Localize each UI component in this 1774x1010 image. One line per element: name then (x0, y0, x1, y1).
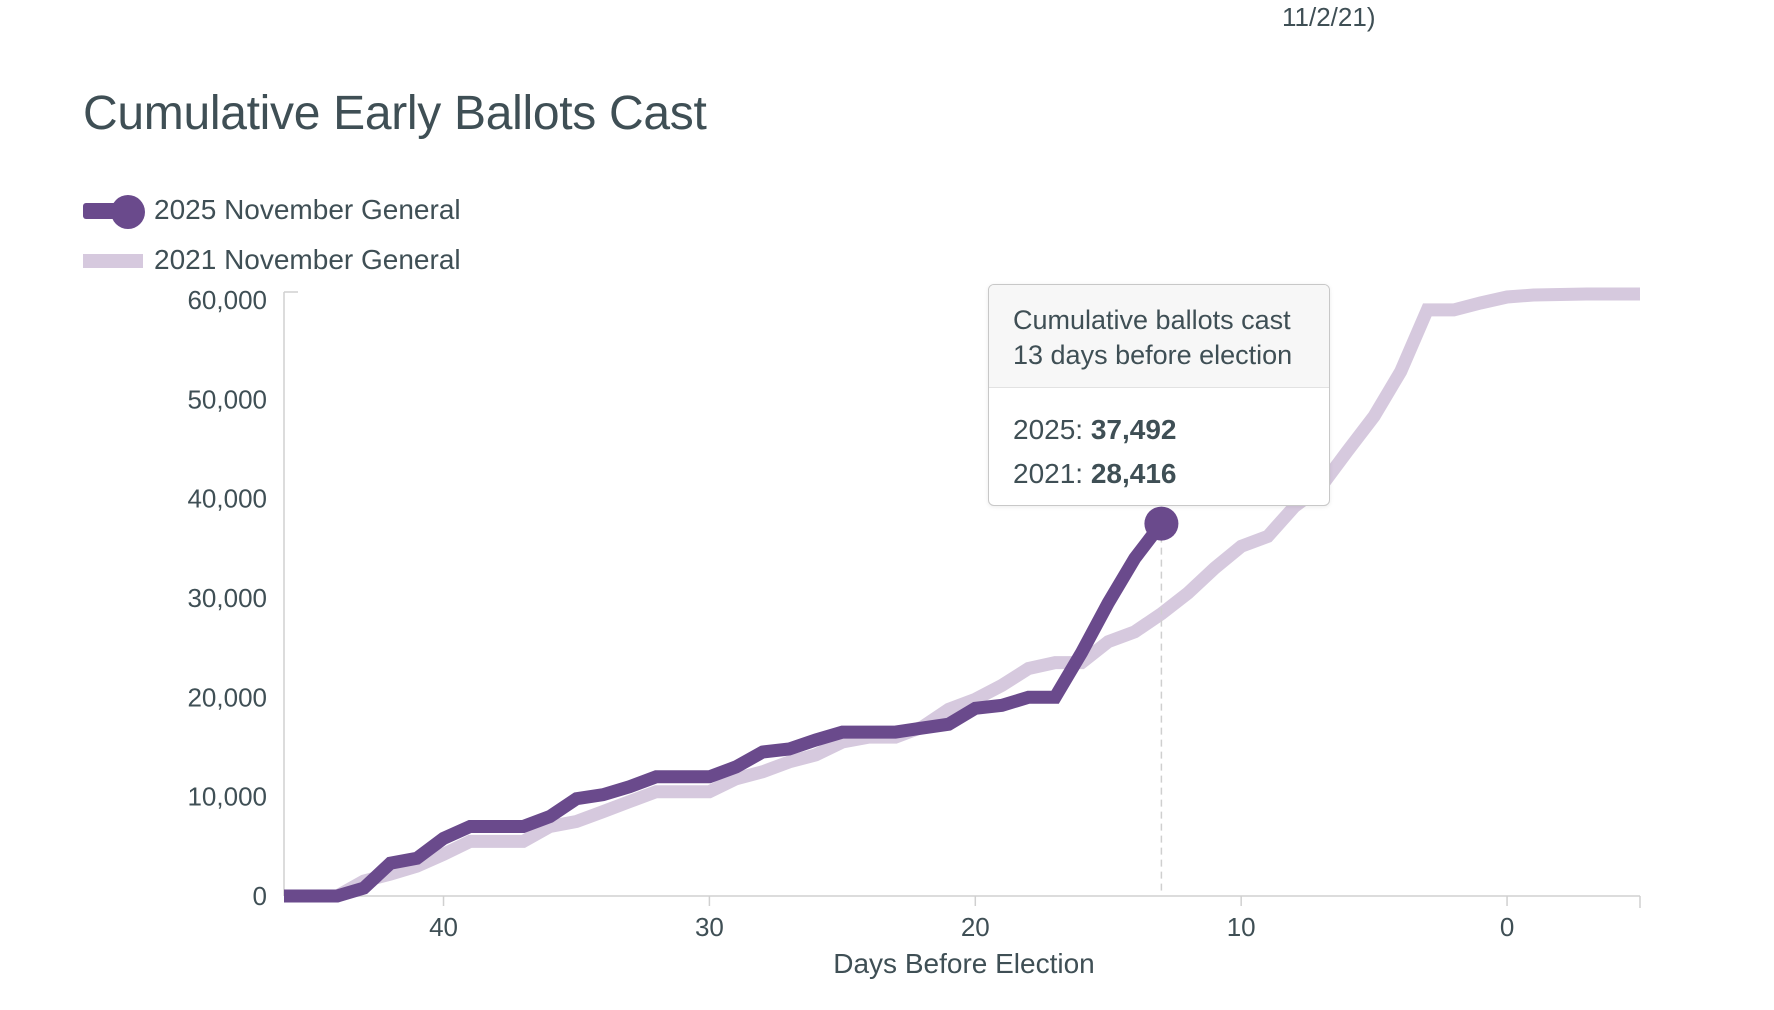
legend-swatch-2021 (83, 254, 143, 268)
legend-label-2025: 2025 November General (154, 194, 461, 225)
tooltip-row-2025: 2025: 37,492 (1013, 408, 1305, 452)
y-tick-label: 0 (253, 881, 267, 911)
chart-tooltip: Cumulative ballots cast 13 days before e… (988, 284, 1330, 506)
tooltip-header-line2: 13 days before election (1013, 340, 1293, 370)
x-axis-title: Days Before Election (833, 948, 1094, 979)
x-tick-label: 0 (1500, 912, 1514, 942)
y-tick-label: 30,000 (187, 583, 267, 613)
y-tick-label: 40,000 (187, 484, 267, 514)
tooltip-row-2021: 2021: 28,416 (1013, 452, 1305, 496)
legend-label-2021: 2021 November General (154, 244, 461, 275)
tooltip-value-2021: 28,416 (1090, 458, 1177, 489)
y-tick-label: 20,000 (187, 682, 267, 712)
chart-title: Cumulative Early Ballots Cast (83, 87, 707, 140)
x-tick-label: 10 (1227, 912, 1256, 942)
x-tick-label: 20 (961, 912, 990, 942)
legend-marker-2025 (111, 195, 145, 229)
tooltip-label-2025: 2025: (1013, 414, 1084, 445)
highlight-point-2025 (1144, 506, 1179, 541)
top-cropped-text: 11/2/21) (1282, 2, 1376, 32)
tooltip-header-line1: Cumulative ballots cast (1013, 305, 1291, 335)
x-tick-label: 30 (695, 912, 724, 942)
x-tick-label: 40 (429, 912, 458, 942)
tooltip-body: 2025: 37,492 2021: 28,416 (989, 388, 1329, 496)
tooltip-value-2025: 37,492 (1090, 414, 1177, 445)
tooltip-header: Cumulative ballots cast 13 days before e… (989, 285, 1329, 388)
y-tick-label: 60,000 (187, 285, 267, 315)
y-tick-label: 50,000 (187, 384, 267, 414)
series-line-2021 (284, 287, 1640, 903)
tooltip-label-2021: 2021: (1013, 458, 1084, 489)
y-tick-label: 10,000 (187, 782, 267, 812)
series-line-2025 (284, 519, 1167, 903)
